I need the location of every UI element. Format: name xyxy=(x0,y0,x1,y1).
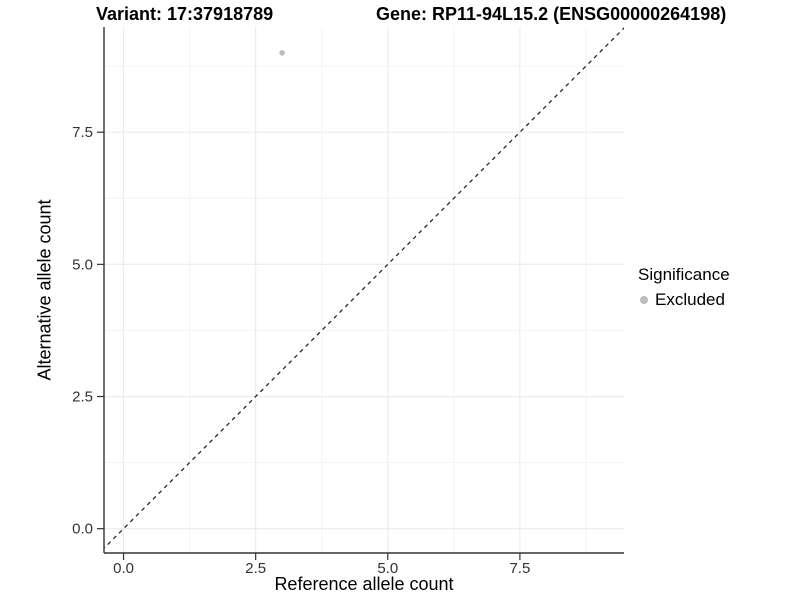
legend-entry: Excluded xyxy=(638,290,730,310)
x-tick-label: 0.0 xyxy=(113,560,134,577)
y-tick-label: 0.0 xyxy=(72,521,93,538)
plot-title-gene: Gene: RP11-94L15.2 (ENSG00000264198) xyxy=(376,4,727,24)
x-tick-label: 7.5 xyxy=(509,560,530,577)
plot-title-variant: Variant: 17:37918789 xyxy=(96,4,274,24)
y-tick-label: 5.0 xyxy=(72,256,93,273)
y-axis-label: Alternative allele count xyxy=(34,199,55,381)
x-tick-label: 5.0 xyxy=(377,560,398,577)
data-point xyxy=(279,50,285,56)
legend-key-dot xyxy=(640,296,648,304)
y-tick-label: 7.5 xyxy=(72,124,93,141)
diagonal-reference-line xyxy=(104,27,624,550)
y-tick-label: 2.5 xyxy=(72,389,93,406)
legend-entries: Excluded xyxy=(638,290,730,310)
x-tick-label: 2.5 xyxy=(245,560,266,577)
legend-title: Significance xyxy=(638,265,730,284)
x-axis-label: Reference allele count xyxy=(274,574,454,594)
legend: Significance Excluded xyxy=(638,265,730,310)
legend-entry-label: Excluded xyxy=(655,290,725,309)
